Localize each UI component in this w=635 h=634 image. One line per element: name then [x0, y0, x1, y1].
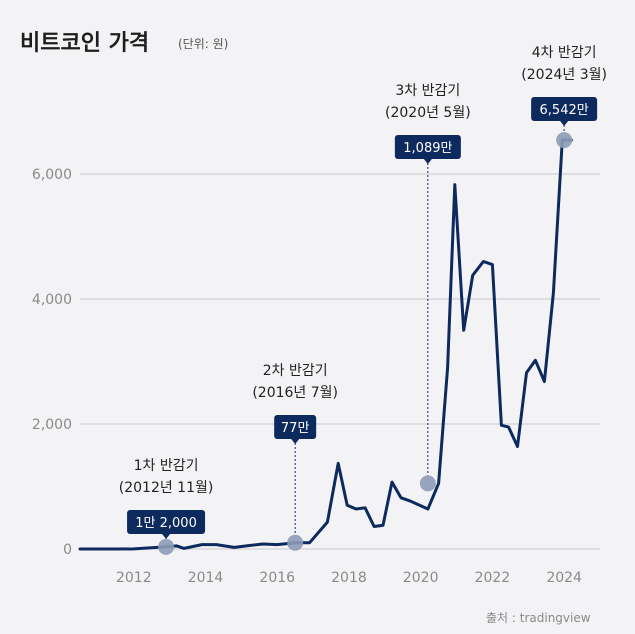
x-tick-label: 2020 [403, 570, 439, 586]
price-badge [531, 97, 598, 121]
y-tick-label: 6,000 [32, 167, 72, 183]
price-badge [127, 510, 206, 534]
price-line [78, 138, 573, 551]
y-tick-label: 4,000 [32, 292, 72, 308]
halving-label: 4차 반감기 [532, 45, 597, 61]
x-tick-label: 2016 [259, 570, 295, 586]
price-badge-value: 1,089만 [403, 141, 452, 156]
source-note: 출처 : tradingview [486, 611, 591, 625]
x-tick-label: 2024 [546, 570, 582, 586]
badge-pointer [423, 159, 432, 164]
halving-label: 2차 반감기 [263, 363, 328, 379]
price-badge [274, 415, 317, 439]
halving-marker [419, 475, 436, 492]
x-tick-label: 2018 [331, 570, 367, 586]
halving-marker [287, 534, 304, 551]
chart-unit: (단위: 원) [178, 37, 228, 51]
annotation-leaders [165, 125, 565, 539]
x-tick-label: 2012 [116, 570, 152, 586]
x-axis-ticks: 2012 2014 2016 2018 2020 2022 2024 [116, 570, 582, 586]
badge-pointer [291, 439, 300, 444]
y-axis-ticks: 0 2,000 4,000 6,000 [32, 167, 72, 558]
y-tick-label: 0 [63, 542, 72, 558]
halving-marker [158, 538, 175, 555]
halving-date: (2024년 3월) [521, 67, 607, 83]
price-badge [394, 135, 461, 159]
price-badge-value: 6,542만 [540, 103, 589, 118]
x-tick-label: 2022 [475, 570, 511, 586]
halving-label: 3차 반감기 [395, 83, 460, 99]
halving-marker [556, 132, 573, 149]
badge-pointer [162, 534, 171, 539]
halving-markers [158, 132, 573, 555]
price-badge-value: 77만 [281, 421, 310, 436]
x-tick-label: 2014 [188, 570, 224, 586]
y-tick-label: 2,000 [32, 417, 72, 433]
halving-annotations: 1차 반감기 (2012년 11월) 1만 2,000 2차 반감기 (2016년 7월… [119, 45, 607, 539]
chart-title: 비트코인 가격 [20, 31, 149, 56]
halving-date: (2020년 5월) [385, 105, 471, 121]
badge-pointer [560, 121, 569, 126]
halving-date: (2012년 11월) [119, 480, 214, 496]
halving-date: (2016년 7월) [252, 385, 338, 401]
halving-label: 1차 반감기 [134, 458, 199, 474]
price-badge-value: 1만 2,000 [135, 516, 197, 531]
grid-lines [80, 173, 600, 550]
